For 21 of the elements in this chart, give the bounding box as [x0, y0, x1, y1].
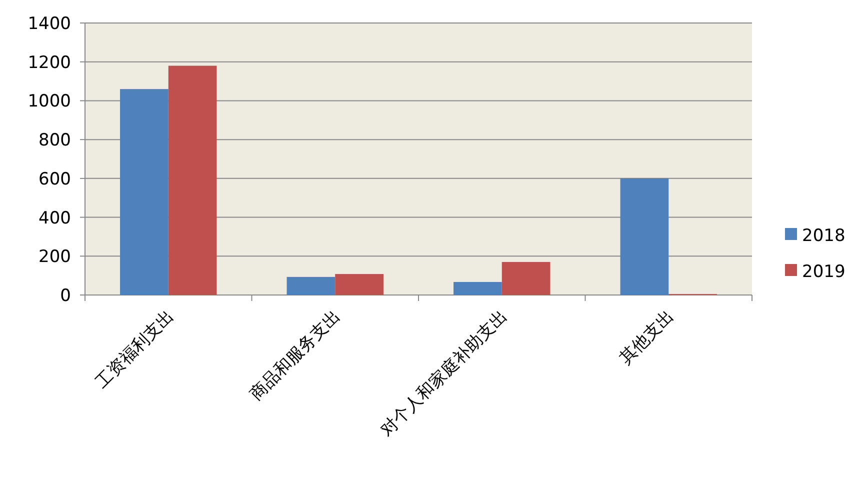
bar — [335, 274, 384, 295]
x-tick-label: 对个人和家庭补助支出 — [377, 306, 512, 441]
x-tick-label: 工资福利支出 — [92, 306, 178, 393]
legend-label: 2019 — [802, 262, 846, 282]
x-tick-label: 其他支出 — [616, 306, 678, 369]
y-tick-label: 400 — [38, 208, 71, 228]
bar — [120, 89, 168, 295]
bar — [286, 276, 336, 295]
y-tick-label: 0 — [60, 286, 71, 306]
legend-label: 2018 — [802, 226, 846, 246]
y-tick-label: 200 — [38, 247, 71, 268]
bar — [454, 282, 502, 295]
y-tick-label: 1000 — [28, 92, 71, 112]
y-tick-label: 1200 — [28, 52, 71, 73]
x-tick-label: 商品和服务支出 — [246, 306, 345, 405]
y-tick-label: 1400 — [28, 14, 71, 34]
y-tick-label: 800 — [38, 130, 71, 151]
bar — [620, 178, 669, 295]
y-tick-label: 600 — [38, 169, 71, 190]
bar — [502, 262, 550, 295]
bar — [168, 66, 217, 295]
